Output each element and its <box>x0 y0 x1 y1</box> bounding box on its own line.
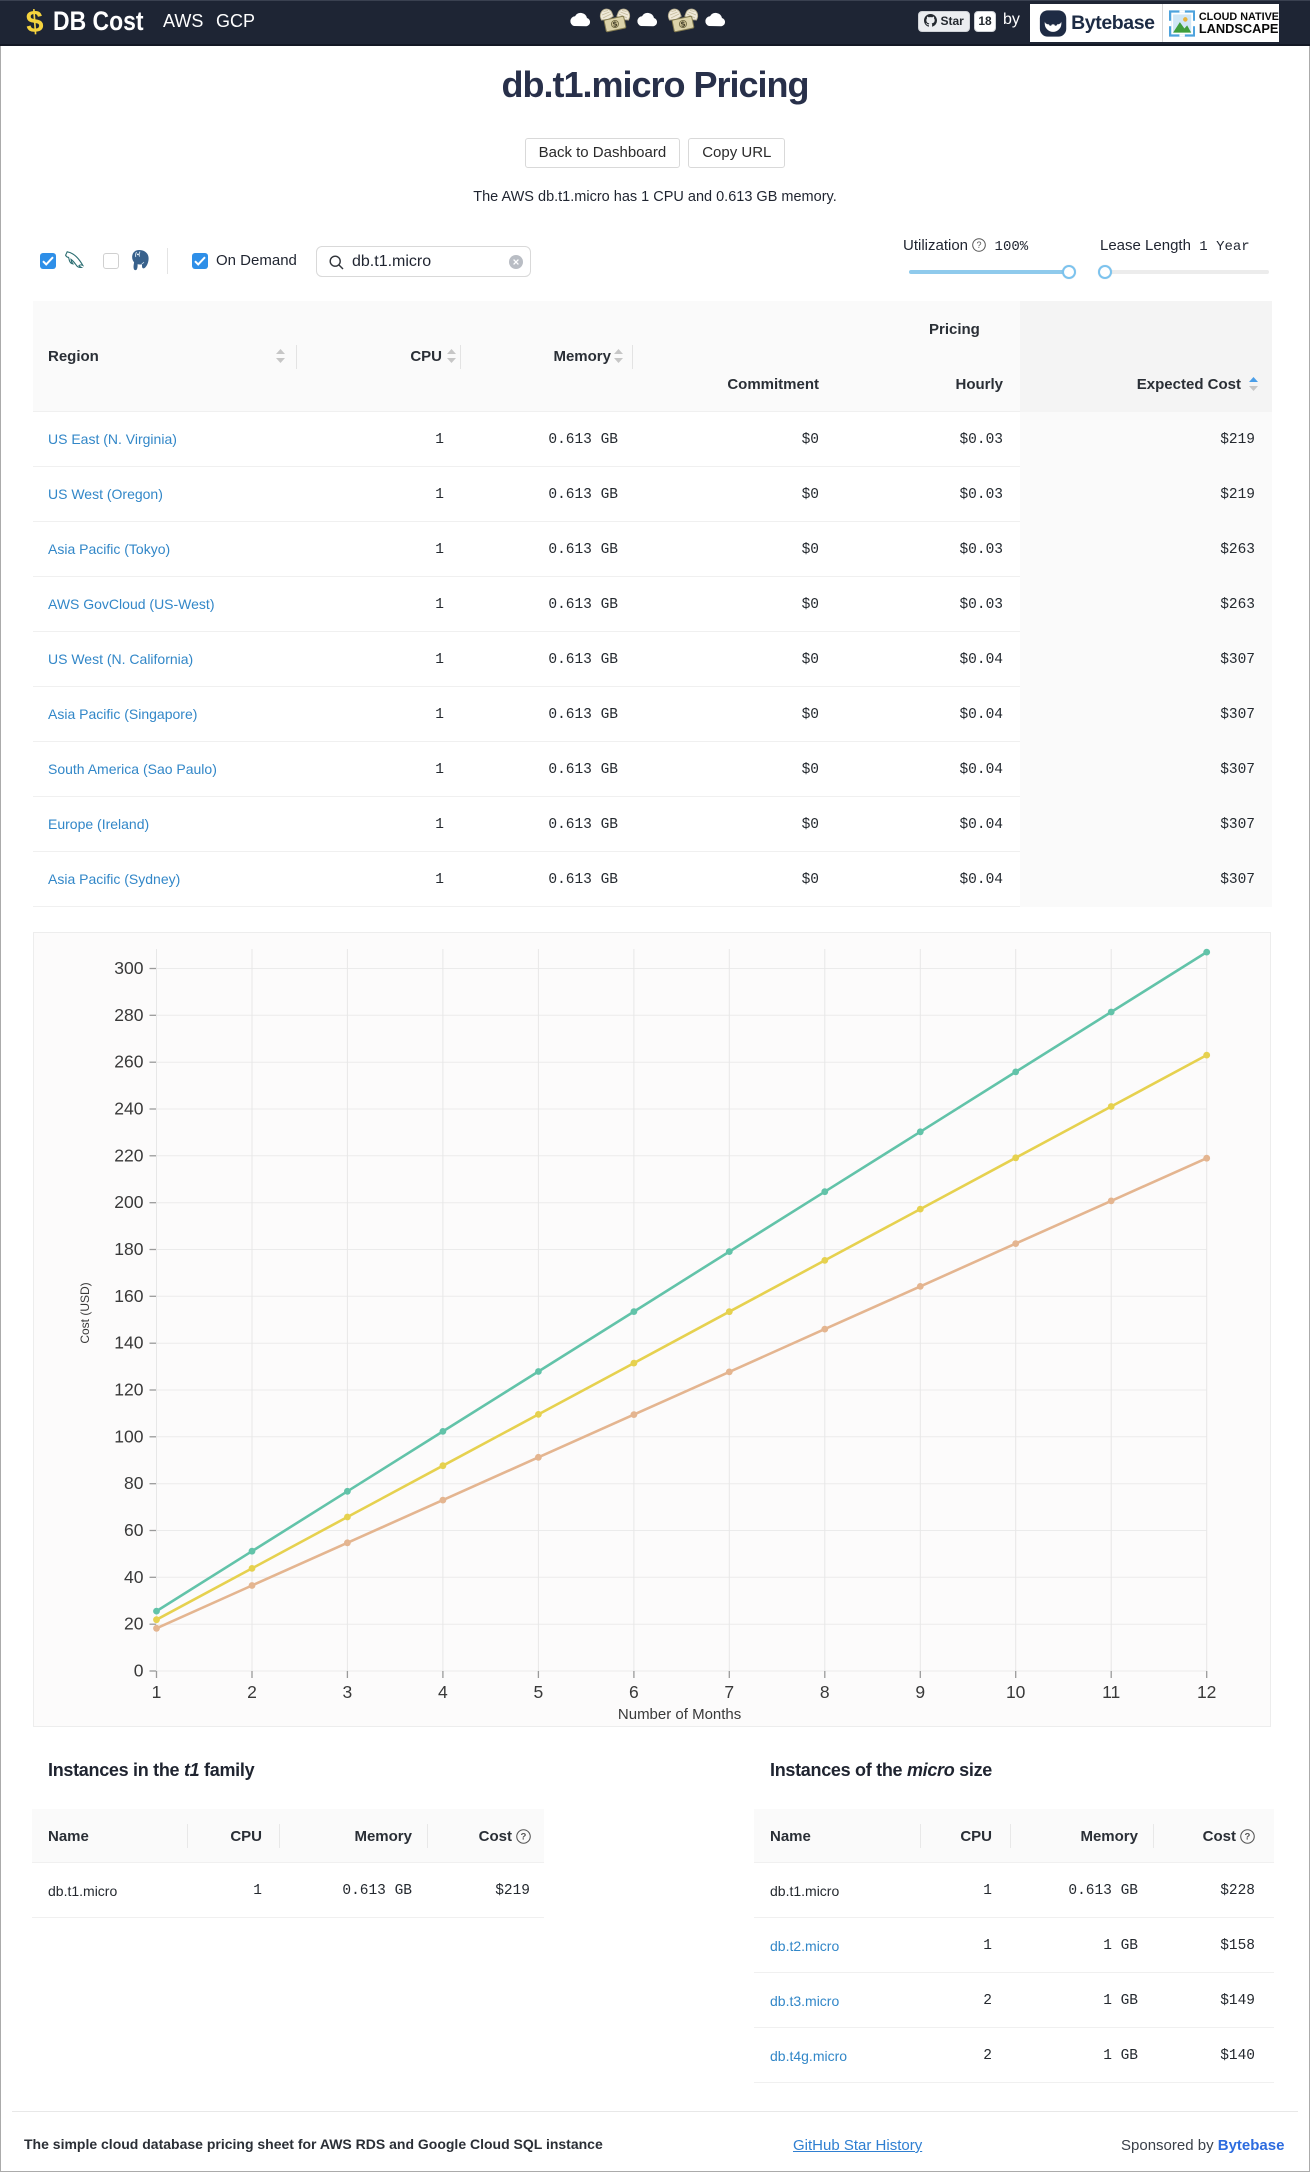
svg-text:300: 300 <box>114 958 143 978</box>
svg-text:Cost (USD): Cost (USD) <box>78 1282 92 1343</box>
svg-text:260: 260 <box>114 1052 143 1072</box>
svg-text:8: 8 <box>820 1682 830 1702</box>
svg-text:60: 60 <box>124 1520 144 1540</box>
svg-text:5: 5 <box>534 1682 544 1702</box>
svg-text:10: 10 <box>1006 1682 1026 1702</box>
svg-text:1: 1 <box>152 1682 162 1702</box>
svg-text:120: 120 <box>114 1380 143 1400</box>
svg-text:2: 2 <box>247 1682 257 1702</box>
svg-text:280: 280 <box>114 1005 143 1025</box>
svg-text:140: 140 <box>114 1333 143 1353</box>
svg-text:Number of Months: Number of Months <box>618 1706 741 1723</box>
svg-text:180: 180 <box>114 1239 143 1259</box>
svg-text:7: 7 <box>724 1682 734 1702</box>
svg-text:$: $ <box>612 19 619 29</box>
svg-text:?: ? <box>521 1832 527 1843</box>
svg-text:40: 40 <box>124 1567 144 1587</box>
svg-text:9: 9 <box>915 1682 925 1702</box>
svg-text:240: 240 <box>114 1099 143 1119</box>
svg-text:0: 0 <box>134 1661 144 1681</box>
svg-text:4: 4 <box>438 1682 448 1702</box>
svg-text:160: 160 <box>114 1286 143 1306</box>
svg-text:?: ? <box>1245 1832 1251 1843</box>
svg-text:20: 20 <box>124 1614 144 1634</box>
svg-text:3: 3 <box>343 1682 353 1702</box>
svg-text:11: 11 <box>1102 1682 1120 1702</box>
svg-text:220: 220 <box>114 1145 143 1165</box>
svg-text:6: 6 <box>629 1682 639 1702</box>
svg-text:80: 80 <box>124 1473 144 1493</box>
svg-text:200: 200 <box>114 1192 143 1212</box>
svg-text:12: 12 <box>1197 1682 1216 1702</box>
svg-text:100: 100 <box>114 1426 143 1446</box>
svg-text:$: $ <box>680 19 687 29</box>
svg-text:?: ? <box>977 240 982 250</box>
